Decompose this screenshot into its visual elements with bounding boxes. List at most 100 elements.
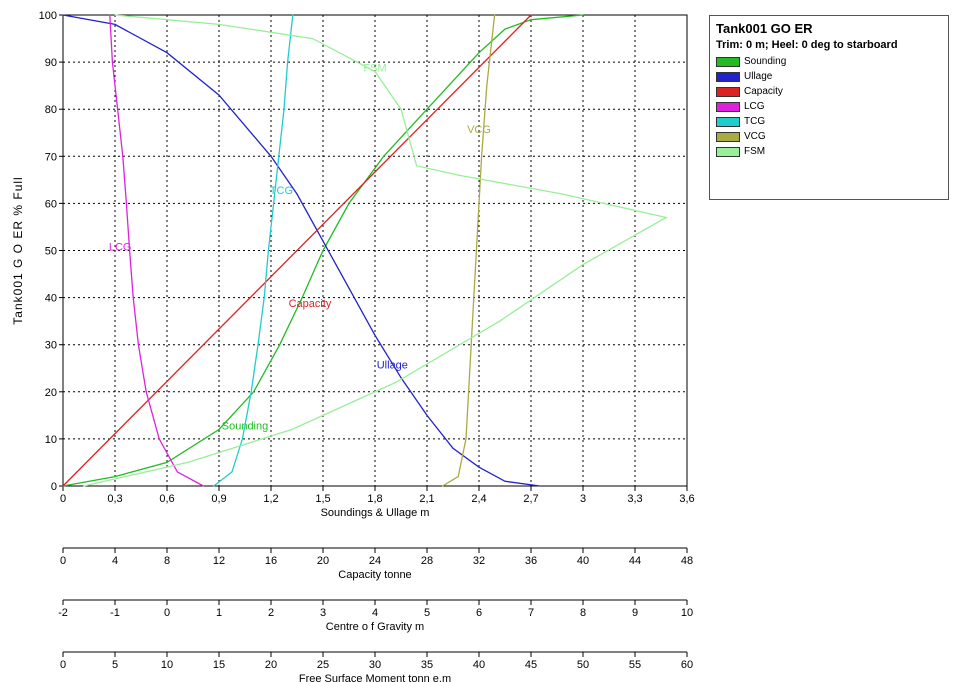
data-point: [416, 165, 418, 167]
x-tick-label: 2,7: [523, 493, 538, 505]
y-tick-label: 90: [45, 57, 57, 69]
y-tick-label: 30: [45, 340, 57, 352]
x-tick-label: 0: [60, 555, 66, 567]
data-point: [231, 471, 233, 473]
data-point: [114, 14, 116, 16]
x-tick-label: 24: [369, 555, 381, 567]
data-point: [114, 475, 116, 478]
data-point: [348, 287, 350, 289]
legend-item: Sounding: [716, 54, 942, 69]
data-point: [128, 249, 131, 252]
x-tick-label: 9: [632, 607, 638, 619]
data-point: [187, 461, 189, 464]
legend-swatch: [716, 71, 740, 82]
data-point: [125, 202, 128, 204]
series-line-vcg: [442, 14, 496, 487]
data-point: [267, 249, 269, 252]
data-point: [665, 216, 667, 219]
data-point: [301, 297, 303, 299]
data-point: [486, 85, 488, 87]
data-point: [241, 438, 243, 440]
y-tick-label: 40: [45, 293, 57, 305]
data-point: [539, 485, 541, 487]
x-tick-label: 10: [681, 607, 693, 619]
x-tick-label: 50: [577, 659, 589, 671]
data-point: [582, 264, 584, 266]
legend-label: Sounding: [744, 56, 787, 67]
x-tick-label: 40: [473, 659, 485, 671]
data-point: [122, 155, 124, 157]
series-label-fsm: FSM: [363, 63, 386, 75]
data-point: [400, 108, 402, 110]
data-point: [452, 447, 454, 449]
data-point: [478, 466, 480, 468]
legend-label: Capacity: [744, 86, 783, 97]
x-axis-label: Soundings & Ullage m: [321, 507, 430, 519]
x-tick-label: 0: [164, 607, 170, 619]
y-tick-label: 50: [45, 246, 57, 258]
series-label-vcg: VCG: [467, 124, 491, 136]
data-point: [374, 70, 376, 73]
y-tick-label: 80: [45, 104, 57, 116]
x-tick-label: -1: [110, 607, 120, 619]
x-tick-label: 8: [164, 555, 170, 567]
data-point: [263, 297, 265, 299]
x-tick-label: 16: [265, 555, 277, 567]
y-tick-label: 20: [45, 387, 57, 399]
data-point: [250, 391, 252, 393]
x-tick-label: 0,9: [211, 493, 226, 505]
x-tick-label: 0: [60, 493, 66, 505]
legend-swatch: [716, 101, 740, 112]
data-point: [62, 485, 64, 487]
legend-label: Ullage: [744, 71, 773, 82]
legend-item: LCG: [716, 99, 942, 114]
data-point: [218, 428, 220, 431]
data-point: [442, 485, 444, 487]
data-point: [111, 61, 113, 63]
data-point: [291, 428, 293, 431]
data-point: [494, 14, 496, 16]
x-tick-label: 2,4: [471, 493, 486, 505]
data-point: [478, 52, 480, 54]
legend-swatch: [716, 56, 740, 67]
data-point: [218, 23, 220, 26]
series-label-ullage: Ullage: [377, 359, 408, 371]
y-axis-label: Tank001 G O ER % Full: [11, 176, 25, 324]
legend-item: Capacity: [716, 84, 942, 99]
x-tick-label: 1,5: [315, 493, 330, 505]
data-point: [400, 377, 402, 379]
data-point: [132, 297, 134, 299]
x-tick-label: 0,6: [159, 493, 174, 505]
x-tick-label: 32: [473, 555, 485, 567]
legend-item: VCG: [716, 129, 942, 144]
legend-label: TCG: [744, 116, 766, 127]
x-tick-label: 1: [216, 607, 222, 619]
x-tick-label: 15: [213, 659, 225, 671]
data-point: [530, 14, 532, 16]
series-label-tcg: TCG: [270, 185, 293, 197]
data-point: [114, 23, 116, 26]
data-point: [166, 52, 168, 54]
x-tick-label: 36: [525, 555, 537, 567]
series-label-capacity: Capacity: [289, 298, 332, 310]
legend-label: LCG: [744, 101, 765, 112]
legend-item: Ullage: [716, 69, 942, 84]
data-point: [283, 108, 285, 110]
data-point: [202, 485, 204, 487]
x-tick-label: 45: [525, 659, 537, 671]
x-tick-label: 28: [421, 555, 433, 567]
x-tick-label: 8: [580, 607, 586, 619]
x-tick-label: 3,3: [627, 493, 642, 505]
data-point: [504, 480, 506, 482]
x-tick-label: 20: [265, 659, 277, 671]
data-point: [374, 334, 376, 336]
legend-swatch: [716, 86, 740, 97]
data-point: [322, 249, 324, 252]
x-tick-label: 60: [681, 659, 693, 671]
legend-label: VCG: [744, 131, 766, 142]
data-point: [530, 19, 532, 21]
legend-item: FSM: [716, 144, 942, 159]
data-point: [176, 471, 178, 473]
series-line-capacity: [62, 14, 532, 487]
